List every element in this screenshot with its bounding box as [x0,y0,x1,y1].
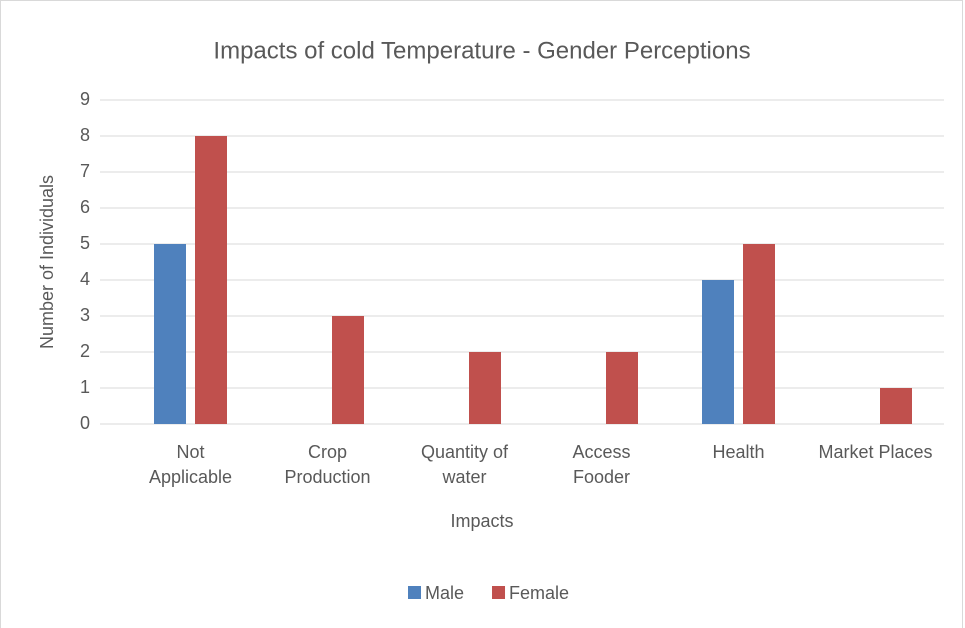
chart-title: Impacts of cold Temperature - Gender Per… [213,37,750,64]
x-axis-title: Impacts [450,511,513,531]
y-tick-label: 6 [80,197,90,217]
bar [195,136,227,424]
bar [702,280,734,424]
y-tick-label: 5 [80,233,90,253]
legend-swatch [408,586,421,599]
x-tick-label: Quantity of water [420,442,509,487]
x-tick-label: Access Fooder [572,442,631,487]
x-tick-label: Crop Production [284,442,371,487]
bar [154,244,186,424]
bar [332,316,364,424]
y-tick-label: 2 [80,341,90,361]
bar [743,244,775,424]
bar [469,352,501,424]
y-tick-label: 7 [80,161,90,181]
bar [606,352,638,424]
y-tick-label: 3 [80,305,90,325]
y-tick-label: 1 [80,377,90,397]
y-tick-label: 8 [80,125,90,145]
bar [880,388,912,424]
y-axis-title: Number of Individuals [37,175,57,349]
x-tick-label: Market Places [818,442,933,462]
legend-label: Female [509,583,569,603]
x-tick-label: Health [712,442,765,462]
y-tick-label: 4 [80,269,90,289]
legend-label: Male [425,583,464,603]
y-tick-label: 9 [80,89,90,109]
y-tick-label: 0 [80,413,90,433]
legend-swatch [492,586,506,599]
x-tick-label: Not Applicable [148,442,233,487]
